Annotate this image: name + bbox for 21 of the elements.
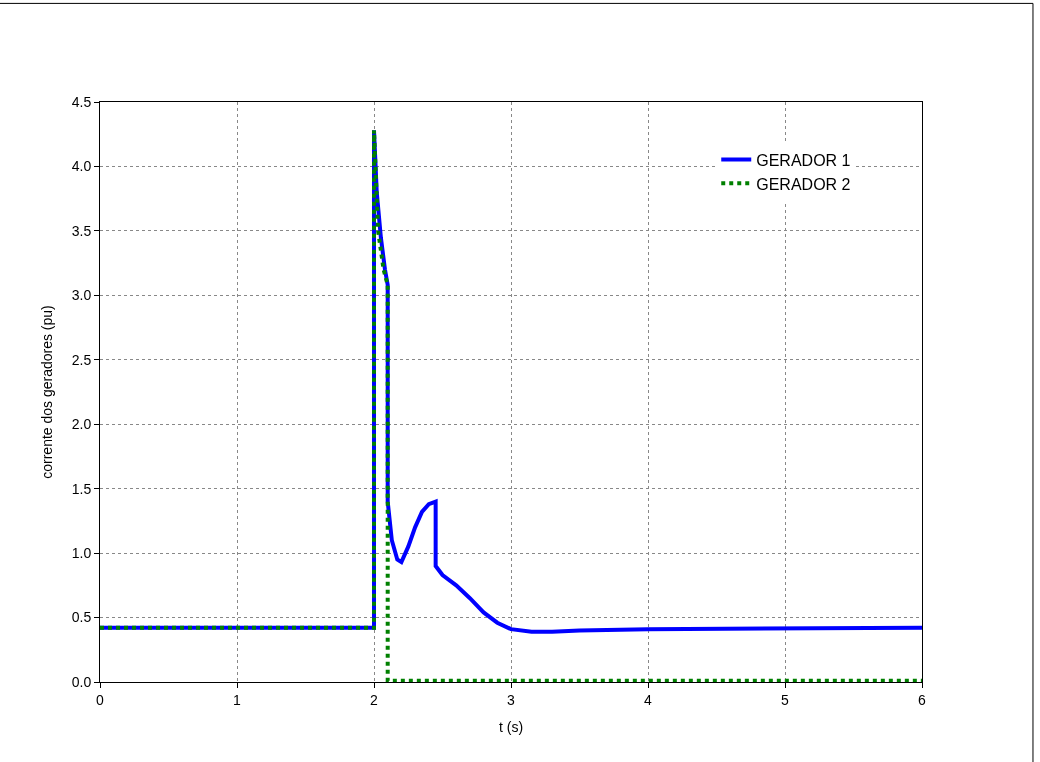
x-tick-label: 0 <box>96 691 105 708</box>
y-tick-label: 3.0 <box>71 287 92 304</box>
x-axis-title: t (s) <box>498 719 524 736</box>
y-tick-label: 2.0 <box>71 416 92 433</box>
y-axis-title: corrente dos geradores (pu) <box>39 305 56 479</box>
y-tick-label: 3.5 <box>71 222 92 239</box>
legend-label: GERADOR 1 <box>756 151 851 169</box>
legend-label: GERADOR 2 <box>756 175 851 193</box>
y-tick-label: 1.0 <box>71 545 92 562</box>
x-tick-label: 6 <box>918 691 927 708</box>
y-tick-label: 0.5 <box>71 609 92 626</box>
y-tick-label: 4.0 <box>71 158 92 175</box>
x-tick-label: 3 <box>507 691 516 708</box>
x-tick-label: 5 <box>781 691 790 708</box>
y-tick-label: 0.0 <box>71 673 92 690</box>
y-tick-label: 1.5 <box>71 480 92 497</box>
y-tick-label: 4.5 <box>71 93 92 110</box>
y-tick-label: 2.5 <box>71 351 92 368</box>
x-tick-label: 2 <box>370 691 379 708</box>
x-tick-label: 1 <box>233 691 242 708</box>
x-tick-label: 4 <box>644 691 653 708</box>
